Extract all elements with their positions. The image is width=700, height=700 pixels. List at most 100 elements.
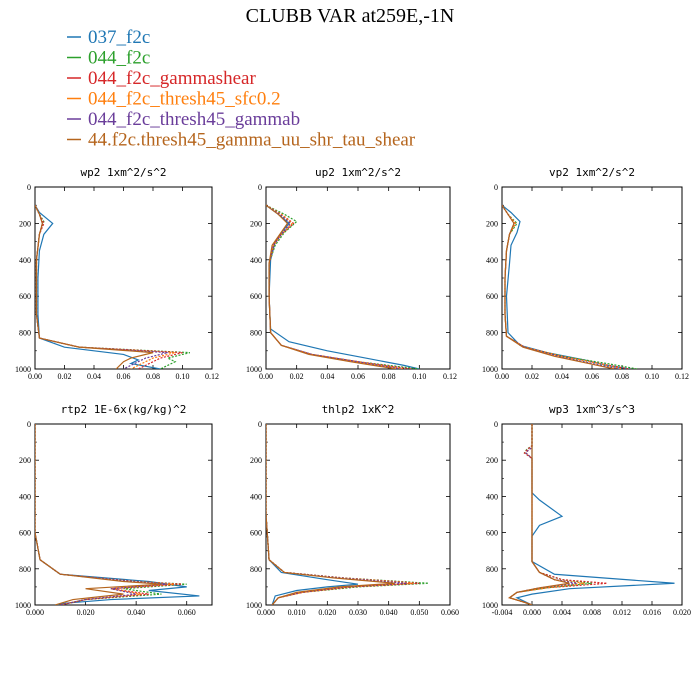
y-tick-label: 600 — [486, 292, 498, 301]
panel-title: up2 1xm^2/s^2 — [315, 166, 401, 179]
x-tick-label: 0.06 — [351, 372, 365, 381]
series-line-6 — [35, 204, 154, 369]
y-tick-label: 800 — [19, 329, 31, 338]
x-tick-label: 0.050 — [410, 608, 428, 617]
y-tick-label: 1000 — [482, 601, 498, 610]
y-tick-label: 400 — [486, 256, 498, 265]
y-tick-label: 1000 — [15, 601, 31, 610]
series-line-4 — [508, 424, 585, 605]
x-tick-label: 0.08 — [615, 372, 629, 381]
plot-frame — [34, 423, 213, 606]
y-tick-label: 200 — [486, 219, 498, 228]
y-tick-label: 600 — [19, 292, 31, 301]
y-tick-label: 0 — [258, 183, 262, 192]
y-tick-label: 1000 — [246, 601, 262, 610]
x-tick-label: 0.060 — [441, 608, 459, 617]
legend-label: 044_f2c_thresh45_gammab — [88, 109, 300, 130]
panel-title: thlp2 1xK^2 — [322, 403, 395, 416]
panel-title: wp3 1xm^3/s^3 — [549, 403, 635, 416]
y-tick-label: 0 — [258, 420, 262, 429]
legend-label: 037_f2c — [88, 27, 150, 48]
series-line-1 — [35, 204, 161, 369]
y-tick-label: 0 — [27, 420, 31, 429]
panel-title: vp2 1xm^2/s^2 — [549, 166, 635, 179]
x-tick-label: 0.08 — [382, 372, 396, 381]
y-tick-label: 800 — [486, 565, 498, 574]
x-tick-label: 0.12 — [443, 372, 457, 381]
x-tick-label: 0.040 — [127, 608, 145, 617]
y-tick-label: 400 — [250, 256, 262, 265]
panel-title: wp2 1xm^2/s^2 — [80, 166, 166, 179]
series-line-2 — [266, 204, 420, 369]
y-tick-label: 600 — [19, 529, 31, 538]
series-line-1 — [266, 204, 420, 369]
series-group — [266, 424, 429, 605]
panel-4: rtp2 1E-6x(kg/kg)^2 0 200 400 600 800 10000.00… — [15, 403, 213, 617]
series-line-6 — [266, 424, 395, 605]
x-tick-label: 0.00 — [259, 372, 273, 381]
panel-6: wp3 1xm^3/s^3 0 200 400 600 800 1000-0.004 0.00… — [482, 403, 691, 617]
y-tick-label: 400 — [19, 256, 31, 265]
y-tick-label: 1000 — [15, 365, 31, 374]
x-tick-label: 0.10 — [412, 372, 426, 381]
x-tick-label: 0.012 — [613, 608, 631, 617]
series-line-4 — [502, 204, 623, 369]
series-line-6 — [35, 424, 162, 605]
x-tick-label: 0.04 — [87, 372, 101, 381]
series-group — [35, 204, 191, 369]
x-tick-label: 0.00 — [495, 372, 509, 381]
x-tick-label: 0.08 — [146, 372, 160, 381]
y-tick-label: 600 — [486, 529, 498, 538]
series-line-2 — [502, 204, 638, 369]
y-tick-label: 0 — [494, 183, 498, 192]
y-tick-label: 1000 — [246, 365, 262, 374]
x-tick-label: 0.04 — [320, 372, 334, 381]
x-tick-label: 0.10 — [176, 372, 190, 381]
x-tick-label: 0.02 — [290, 372, 304, 381]
series-line-3 — [508, 424, 608, 605]
panel-title: rtp2 1E-6x(kg/kg)^2 — [61, 403, 187, 416]
x-tick-label: 0.004 — [553, 608, 571, 617]
legend-label: 044_f2c_thresh45_sfc0.2 — [88, 89, 281, 110]
legend-label: 44.f2c.thresh45_gamma_uu_shr_tau_shear — [88, 130, 416, 151]
y-tick-label: 0 — [494, 420, 498, 429]
y-tick-label: 200 — [486, 456, 498, 465]
x-tick-label: 0.008 — [583, 608, 601, 617]
series-line-5 — [35, 204, 168, 369]
plot-frame — [265, 423, 451, 606]
legend-label: 044_f2c_gammashear — [88, 68, 256, 89]
series-group — [502, 204, 638, 369]
x-tick-label: 0.02 — [58, 372, 72, 381]
y-tick-label: 800 — [250, 565, 262, 574]
series-line-1 — [266, 424, 359, 605]
y-tick-label: 400 — [250, 492, 262, 501]
y-tick-label: 600 — [250, 292, 262, 301]
y-tick-label: 600 — [250, 529, 262, 538]
x-tick-label: 0.00 — [28, 372, 42, 381]
series-group — [266, 204, 420, 369]
x-tick-label: 0.030 — [349, 608, 367, 617]
figure-title: CLUBB VAR at259E,-1N — [246, 5, 455, 27]
x-tick-label: 0.000 — [26, 608, 44, 617]
y-tick-label: 800 — [486, 329, 498, 338]
y-tick-label: 400 — [486, 492, 498, 501]
x-tick-label: 0.06 — [117, 372, 131, 381]
x-tick-label: 0.02 — [525, 372, 539, 381]
y-tick-label: 1000 — [482, 365, 498, 374]
y-tick-label: 200 — [19, 219, 31, 228]
x-tick-label: 0.000 — [257, 608, 275, 617]
y-tick-label: 200 — [250, 219, 262, 228]
series-line-1 — [35, 424, 200, 605]
x-tick-label: 0.000 — [523, 608, 541, 617]
y-tick-label: 200 — [250, 456, 262, 465]
series-group — [35, 424, 200, 605]
x-tick-label: 0.020 — [77, 608, 95, 617]
y-tick-label: 200 — [19, 456, 31, 465]
y-tick-label: 0 — [27, 183, 31, 192]
x-tick-label: 0.12 — [675, 372, 689, 381]
x-tick-label: 0.020 — [318, 608, 336, 617]
